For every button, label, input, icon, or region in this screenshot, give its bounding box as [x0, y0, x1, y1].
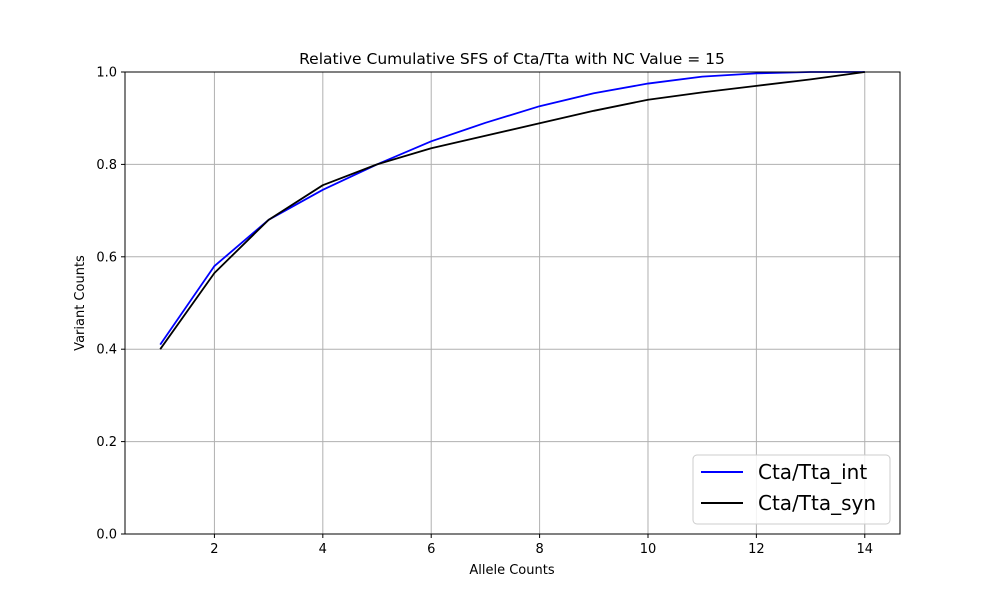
x-tick-label: 4 — [319, 542, 327, 557]
x-axis-label: Allele Counts — [469, 563, 554, 578]
plot-frame — [124, 71, 901, 535]
series-line-1 — [159, 71, 865, 346]
legend-label: Cta/Tta_syn — [758, 491, 876, 515]
series-layer — [159, 71, 865, 350]
y-tick-label: 0.4 — [96, 343, 117, 358]
legend: Cta/Tta_int Cta/Tta_syn — [692, 454, 891, 525]
tick-layer: 2 4 6 8 10 12 14 0.0 0.2 0.4 0.6 0.8 1.0 — [96, 66, 873, 558]
y-tick-label: 1.0 — [96, 66, 117, 81]
y-axis-label: Variant Counts — [73, 255, 88, 351]
chart-title: Relative Cumulative SFS of Cta/Tta with … — [299, 50, 725, 68]
y-tick-label: 0.2 — [96, 435, 117, 450]
x-tick-label: 2 — [210, 542, 218, 557]
series-line-2 — [159, 71, 865, 350]
x-tick-label: 6 — [427, 542, 435, 557]
y-tick-label: 0.8 — [96, 158, 117, 173]
x-tick-label: 14 — [856, 542, 873, 557]
y-tick-label: 0.6 — [96, 250, 117, 265]
legend-label: Cta/Tta_int — [758, 460, 867, 484]
x-tick-label: 8 — [535, 542, 543, 557]
y-tick-label: 0.0 — [96, 528, 117, 543]
x-tick-label: 12 — [748, 542, 765, 557]
x-tick-label: 10 — [640, 542, 657, 557]
